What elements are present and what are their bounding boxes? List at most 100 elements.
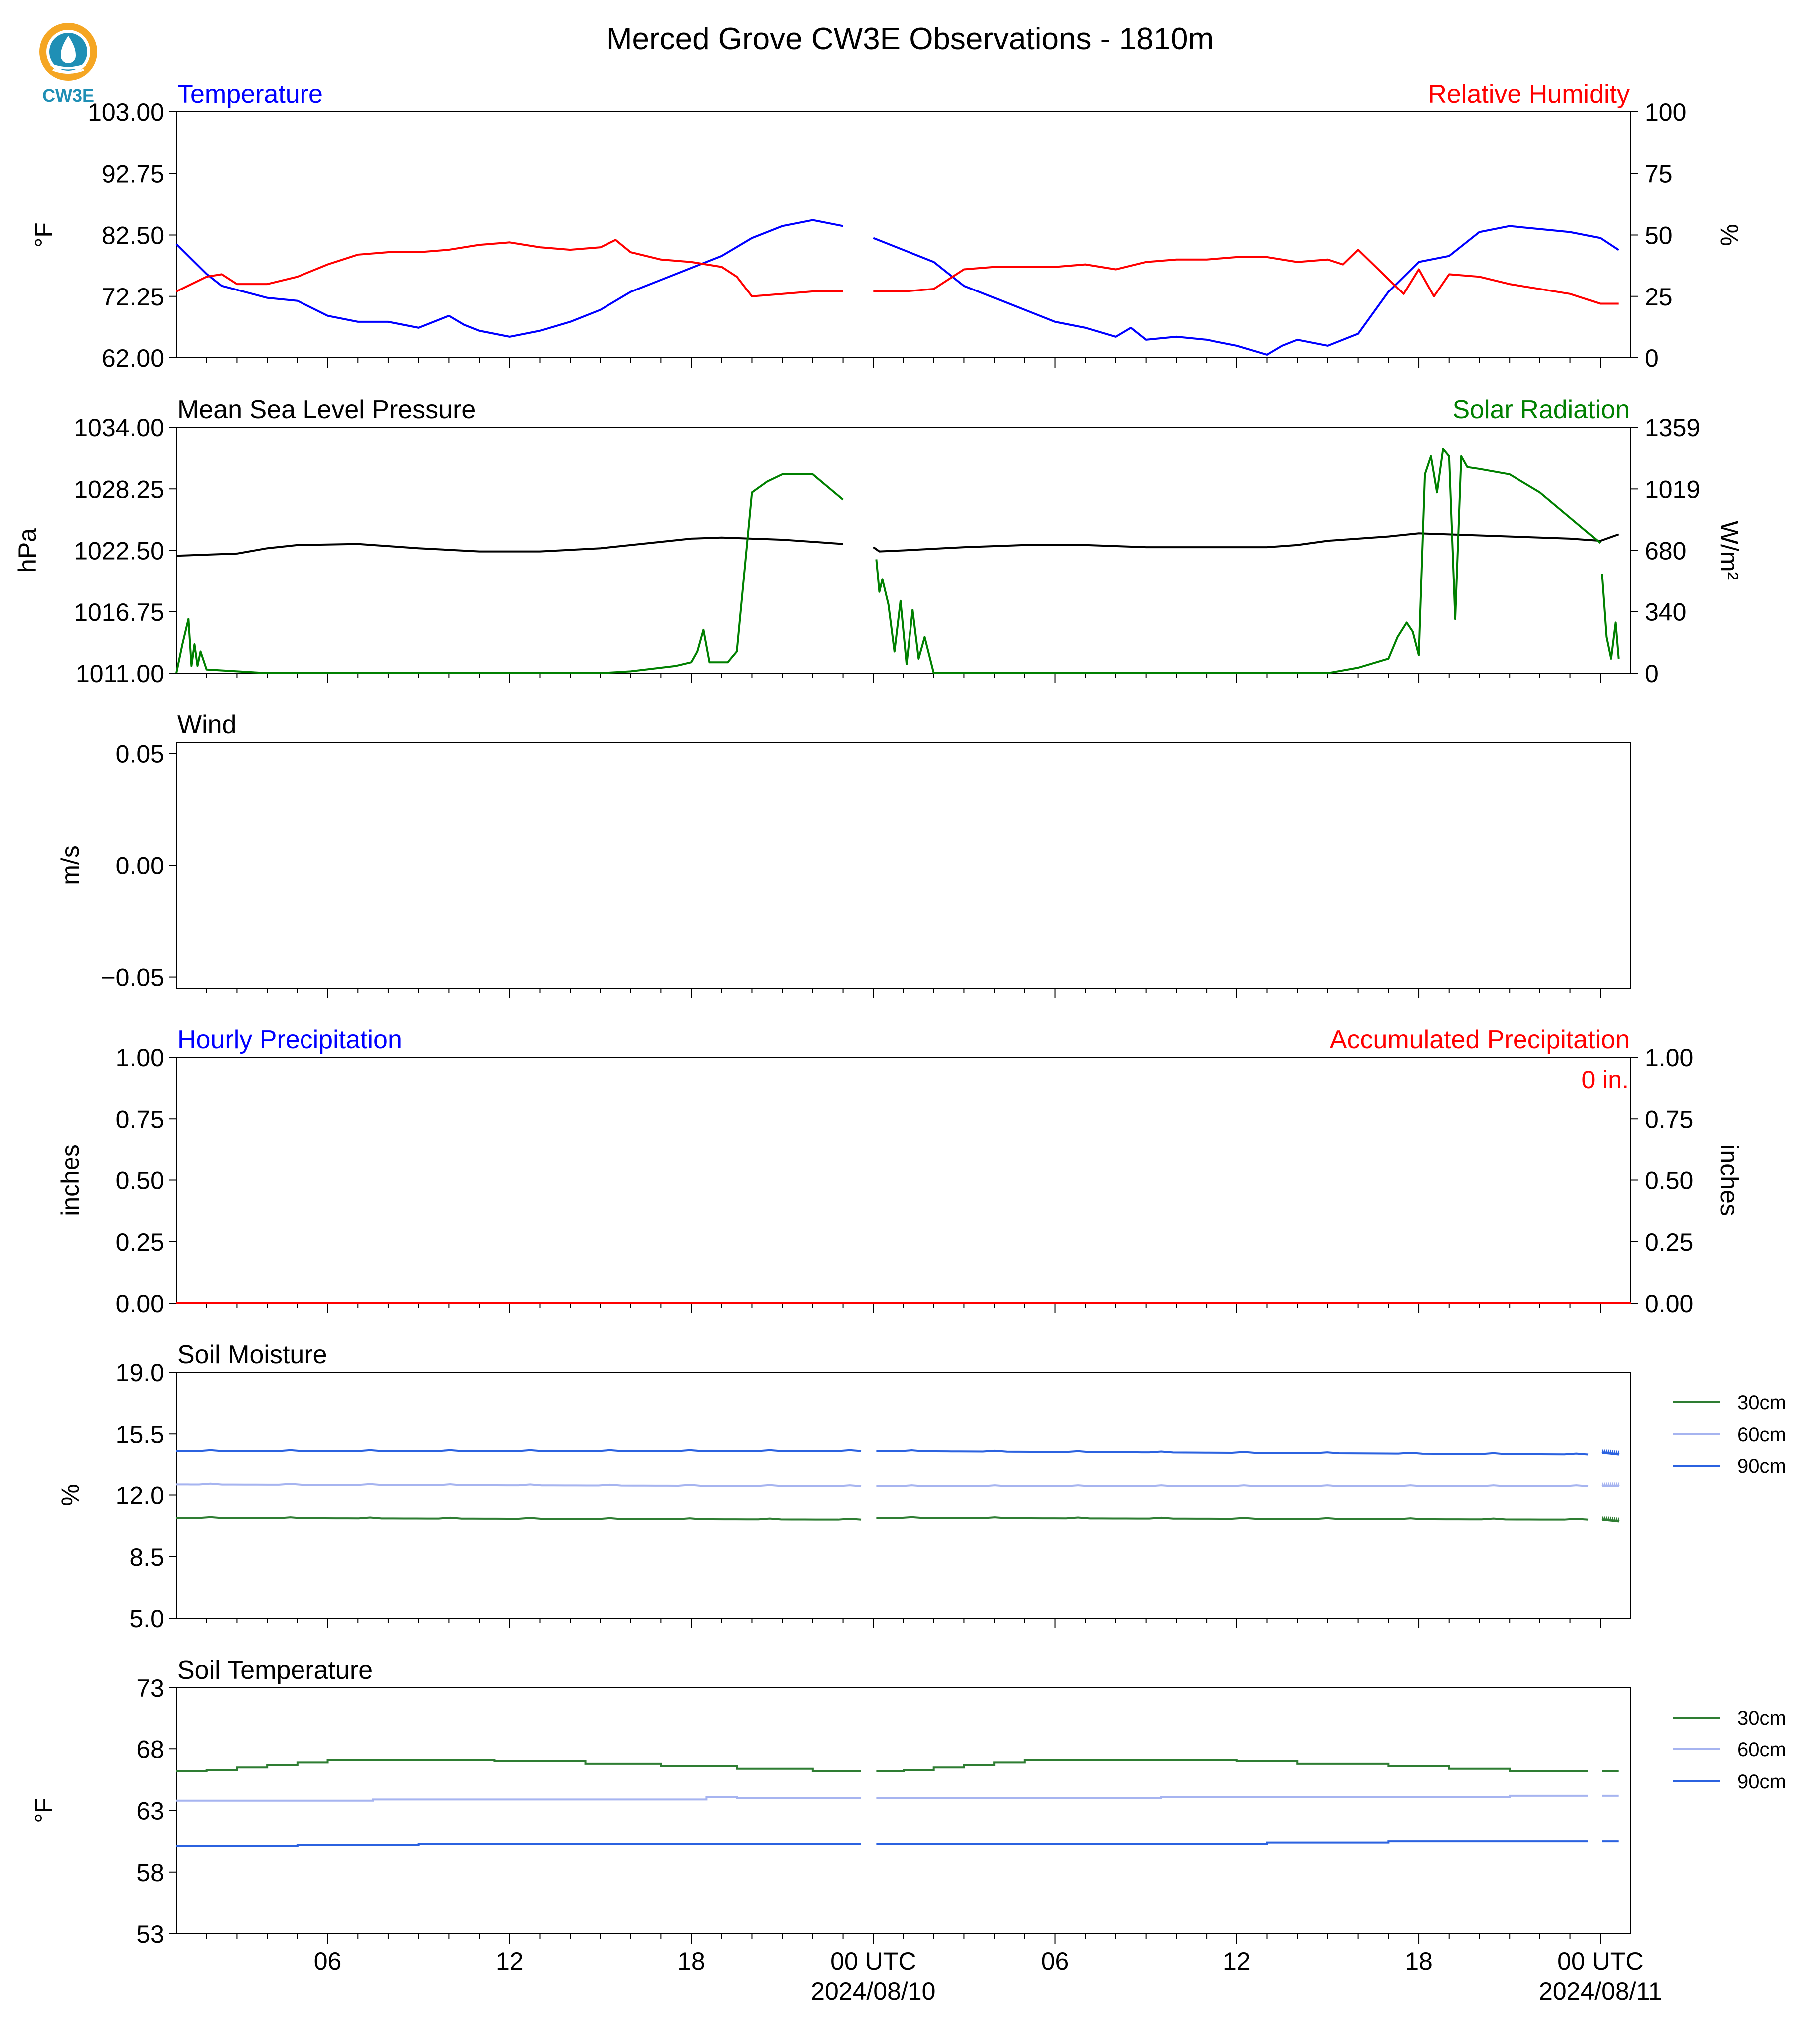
y-tick-label: 92.75	[102, 160, 164, 188]
y-tick-label: 0.00	[116, 852, 164, 880]
series-line-90cm	[176, 1449, 862, 1452]
y-tick-label: 82.50	[102, 222, 164, 250]
legend-label-60cm: 60cm	[1737, 1424, 1786, 1446]
panel-title-left: Soil Temperature	[177, 1656, 373, 1685]
series-line-90cm	[176, 1843, 862, 1847]
legend-label-90cm: 90cm	[1737, 1771, 1786, 1793]
y-tick-label: 0.50	[116, 1167, 164, 1195]
series-line-red	[873, 249, 1619, 305]
series-line-60cm	[876, 1484, 1589, 1487]
y-tick-label: 1034.00	[74, 414, 164, 442]
y-tick-label: 1022.50	[74, 537, 164, 565]
y-tick-label: 5.0	[129, 1605, 164, 1633]
series-line-blue	[175, 219, 843, 338]
panel-title-right: Relative Humidity	[1428, 80, 1630, 109]
plot-frame	[176, 111, 1631, 358]
accumulated-total-annotation: 0 in.	[1581, 1066, 1629, 1094]
panel-4: Hourly Precipitation Accumulated Precipit…	[56, 1025, 1743, 1318]
y-axis-label-right: %	[1715, 224, 1743, 246]
series-line-60cm	[176, 1796, 862, 1802]
y-tick-label: 0.05	[116, 740, 164, 768]
panel-6: Soil Temperature 53 58 63 68 73 °F 06 12 18 00 UTC…	[30, 1656, 1786, 2005]
x-tick-label: 06	[1041, 1947, 1069, 1975]
panel-title-left: Soil Moisture	[177, 1340, 327, 1369]
x-tick-date-label: 2024/08/10	[811, 1977, 935, 2005]
y-tick-label: 19.0	[116, 1359, 164, 1387]
series-line-black	[873, 532, 1619, 553]
cw3e-logo: CW3E	[31, 16, 106, 106]
legend-label-60cm: 60cm	[1737, 1739, 1786, 1761]
x-tick-label: 12	[496, 1947, 524, 1975]
y-tick-label-right: 100	[1645, 98, 1686, 126]
series-line-black	[176, 536, 843, 557]
y-tick-label: 103.00	[88, 98, 164, 126]
series-line-red	[176, 239, 843, 297]
panel-title-left: Mean Sea Level Pressure	[177, 395, 476, 424]
y-axis-label: inches	[56, 1144, 84, 1216]
y-tick-label-right: 0.25	[1645, 1228, 1693, 1256]
y-tick-label-right: 50	[1645, 222, 1673, 250]
y-tick-label: 15.5	[116, 1420, 164, 1448]
y-tick-label-right: 25	[1645, 283, 1673, 311]
series-line-green	[875, 448, 1601, 674]
y-axis-label: °F	[30, 1798, 58, 1823]
y-axis-label: %	[56, 1484, 84, 1506]
legend-label-30cm: 30cm	[1737, 1707, 1786, 1729]
x-tick-label: 12	[1223, 1947, 1251, 1975]
panel-title-left: Temperature	[177, 80, 323, 109]
panel-3: Wind −0.05 0.00 0.05 m/s	[56, 710, 1631, 998]
y-tick-label: 63	[136, 1797, 164, 1825]
series-line-green	[1601, 574, 1620, 660]
y-tick-label: 1028.25	[74, 475, 164, 503]
y-tick-label-right: 0.50	[1645, 1167, 1693, 1195]
panel-1: Temperature Relative Humidity 62.00 72.25 82…	[30, 80, 1743, 372]
x-tick-label: 00 UTC	[1557, 1947, 1643, 1975]
series-line-30cm	[176, 1516, 862, 1521]
y-axis-label-right: inches	[1715, 1144, 1743, 1216]
y-tick-label: 0.25	[116, 1228, 164, 1256]
y-tick-label: −0.05	[101, 964, 164, 992]
y-axis-label-right: W/m²	[1715, 521, 1743, 580]
y-tick-label: 73	[136, 1674, 164, 1702]
y-tick-label-right: 1019	[1645, 475, 1700, 503]
series-line-90cm	[1601, 1449, 1620, 1456]
y-tick-label-right: 1.00	[1645, 1044, 1693, 1072]
y-tick-label-right: 0.00	[1645, 1290, 1693, 1318]
plot-frame	[176, 1372, 1631, 1619]
x-tick-date-label: 2024/08/11	[1539, 1977, 1662, 2005]
figure-title: Merced Grove CW3E Observations - 1810m	[607, 22, 1213, 56]
y-tick-label-right: 75	[1645, 160, 1673, 188]
y-tick-label-right: 340	[1645, 598, 1686, 626]
series-line-60cm	[876, 1794, 1589, 1799]
series-line-blue	[873, 225, 1619, 356]
panel-title-right: Accumulated Precipitation	[1330, 1025, 1630, 1054]
series-line-60cm	[176, 1482, 862, 1487]
plot-frame	[176, 742, 1631, 989]
series-line-90cm	[876, 1449, 1589, 1456]
y-tick-label: 1016.75	[74, 598, 164, 626]
y-axis-label: hPa	[13, 528, 41, 573]
plot-frame	[176, 1687, 1631, 1934]
panel-2: Mean Sea Level Pressure Solar Radiation 10…	[13, 395, 1743, 688]
y-tick-label-right: 0	[1645, 660, 1659, 688]
y-tick-label: 1011.00	[76, 660, 164, 688]
y-tick-label-right: 0	[1645, 344, 1659, 372]
x-tick-label: 00 UTC	[830, 1947, 916, 1975]
plot-frame	[176, 1057, 1631, 1304]
y-tick-label: 0.00	[116, 1290, 164, 1318]
series-line-30cm	[876, 1516, 1589, 1521]
legend-label-30cm: 30cm	[1737, 1392, 1786, 1414]
panel-title-left: Hourly Precipitation	[177, 1025, 402, 1054]
y-tick-label: 12.0	[116, 1482, 164, 1510]
y-tick-label: 8.5	[129, 1543, 164, 1571]
x-tick-label: 06	[314, 1947, 342, 1975]
x-tick-label: 18	[1405, 1947, 1433, 1975]
panel-title-left: Wind	[177, 710, 236, 739]
y-tick-label: 62.00	[102, 344, 164, 372]
y-tick-label-right: 1359	[1645, 414, 1700, 442]
panel-5: Soil Moisture 5.0 8.5 12.0 15.5 19.0% 30cm 60cm…	[56, 1340, 1786, 1633]
y-tick-label: 72.25	[102, 283, 164, 311]
y-axis-label: m/s	[56, 845, 84, 885]
series-line-30cm	[176, 1759, 862, 1772]
